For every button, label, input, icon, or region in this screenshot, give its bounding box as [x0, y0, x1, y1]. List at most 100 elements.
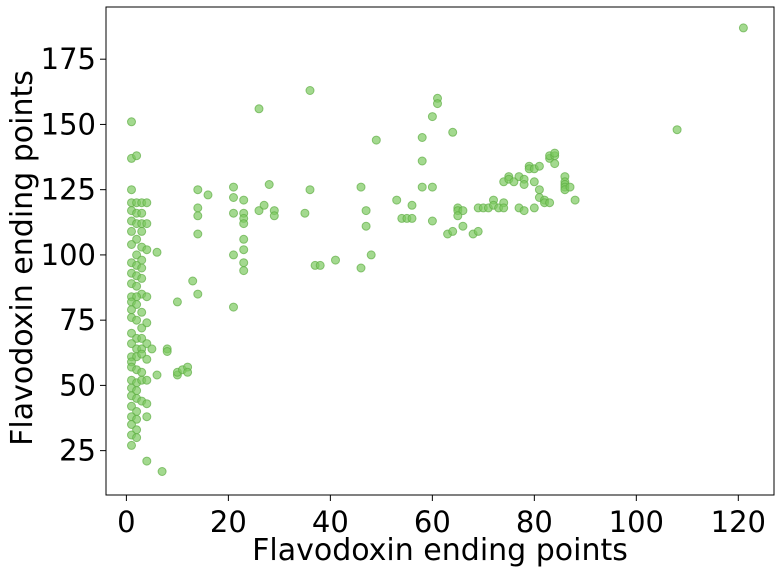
x-tick-label: 0 — [117, 505, 135, 539]
data-point — [142, 219, 152, 229]
data-point — [371, 135, 381, 145]
data-point — [361, 221, 371, 231]
data-point — [259, 200, 269, 210]
data-point — [458, 221, 468, 231]
data-point — [305, 185, 315, 195]
data-point — [193, 229, 203, 239]
data-point — [127, 305, 136, 315]
data-point — [137, 208, 147, 218]
data-point — [529, 177, 539, 187]
data-point — [315, 260, 325, 270]
data-point — [132, 433, 142, 443]
data-point — [473, 226, 483, 236]
data-point — [127, 440, 136, 450]
plot-background — [106, 7, 774, 495]
data-point — [132, 315, 142, 325]
data-point — [550, 159, 560, 169]
data-point — [453, 211, 463, 221]
data-point — [550, 148, 560, 158]
data-point — [239, 219, 249, 229]
data-point — [417, 182, 427, 192]
data-point — [407, 213, 417, 223]
data-point — [127, 240, 136, 249]
data-point — [433, 99, 442, 109]
data-point — [142, 198, 152, 208]
data-point — [193, 211, 203, 221]
data-point — [427, 182, 437, 192]
data-point — [448, 226, 458, 236]
data-point — [142, 339, 152, 349]
data-point — [672, 125, 682, 135]
data-point — [193, 203, 203, 213]
data-point — [356, 182, 366, 192]
x-tick-label: 120 — [711, 505, 766, 539]
data-point — [239, 245, 249, 255]
data-point — [127, 117, 136, 127]
x-tick-label: 60 — [414, 505, 451, 539]
data-point — [132, 151, 142, 161]
data-point — [529, 203, 539, 213]
data-point — [534, 161, 544, 171]
data-point — [127, 185, 136, 195]
data-point — [152, 370, 162, 380]
y-tick-label: 150 — [41, 107, 96, 141]
data-point — [738, 23, 748, 33]
y-tick-label: 25 — [59, 434, 96, 468]
data-point — [229, 193, 238, 202]
data-point — [162, 347, 172, 356]
data-point — [229, 302, 238, 312]
data-point — [356, 263, 366, 273]
data-point — [448, 127, 458, 137]
data-point — [300, 208, 310, 218]
data-point — [193, 185, 203, 195]
data-point — [417, 156, 427, 166]
data-point — [188, 276, 198, 286]
data-point — [193, 289, 203, 299]
data-point — [157, 467, 167, 476]
data-point — [305, 86, 315, 95]
data-point — [172, 297, 182, 307]
y-tick-label: 125 — [41, 173, 96, 207]
data-point — [264, 180, 274, 189]
data-point — [127, 420, 136, 429]
data-point — [203, 190, 213, 200]
plot-frame — [105, 6, 775, 496]
data-point — [392, 195, 402, 205]
data-point — [545, 198, 555, 208]
data-point — [570, 195, 580, 205]
data-point — [499, 203, 509, 213]
y-axis-title: Flavodoxin ending points — [5, 70, 40, 446]
data-point — [183, 367, 193, 377]
data-point — [142, 354, 152, 364]
data-point — [331, 255, 340, 265]
data-point — [254, 104, 264, 114]
data-point — [142, 412, 152, 422]
data-point — [152, 247, 162, 257]
data-point — [137, 367, 147, 377]
data-point — [132, 281, 142, 291]
data-point — [239, 258, 249, 268]
y-axis: 25 50 75 100 125 150 175 — [41, 42, 106, 468]
data-point — [127, 226, 136, 236]
data-point — [239, 234, 249, 244]
data-point — [519, 206, 529, 216]
x-axis-title: Flavodoxin ending points — [252, 533, 628, 568]
data-point — [137, 273, 147, 283]
data-point — [229, 182, 238, 192]
data-point — [142, 292, 152, 302]
x-tick-label: 80 — [516, 505, 553, 539]
data-point — [142, 245, 152, 255]
y-tick-label: 50 — [59, 368, 96, 402]
y-tick-label: 75 — [59, 303, 96, 337]
data-point — [427, 216, 437, 226]
data-point — [137, 307, 147, 317]
data-point — [269, 211, 279, 221]
data-point — [137, 263, 147, 273]
data-point — [127, 339, 136, 349]
data-point — [147, 344, 157, 354]
y-tick-label: 100 — [41, 238, 96, 272]
data-point — [239, 266, 249, 276]
data-point — [361, 206, 371, 216]
data-point — [519, 180, 529, 189]
